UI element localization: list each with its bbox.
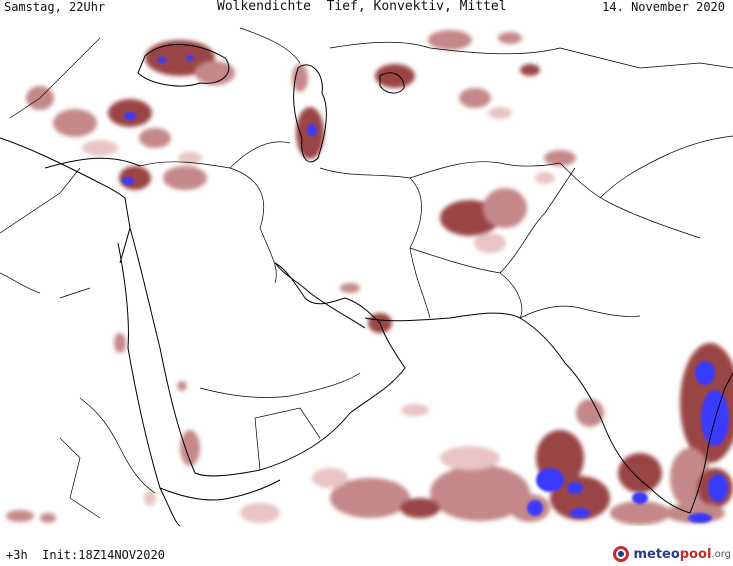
model-run-info: +3h Init:18Z14NOV2020 <box>6 548 165 562</box>
weather-map <box>0 27 733 526</box>
cloud-cover-layer <box>6 30 733 525</box>
map-valid-time: Samstag, 22Uhr <box>4 0 106 14</box>
logo-text-meteo: meteo <box>633 546 680 562</box>
map-date: 14. November 2020 <box>602 0 725 14</box>
meteopool-logo[interactable]: meteo pool .org <box>612 544 731 564</box>
logo-text-pool: pool <box>679 546 712 562</box>
map-footer: +3h Init:18Z14NOV2020 meteo pool .org <box>0 530 733 566</box>
meteopool-globe-icon <box>613 546 630 562</box>
convective-cells <box>122 55 729 523</box>
map-title: Wolkendichte Tief, Konvektiv, Mittel <box>217 0 507 14</box>
map-borders <box>0 27 733 526</box>
logo-text-org: .org <box>711 548 731 560</box>
